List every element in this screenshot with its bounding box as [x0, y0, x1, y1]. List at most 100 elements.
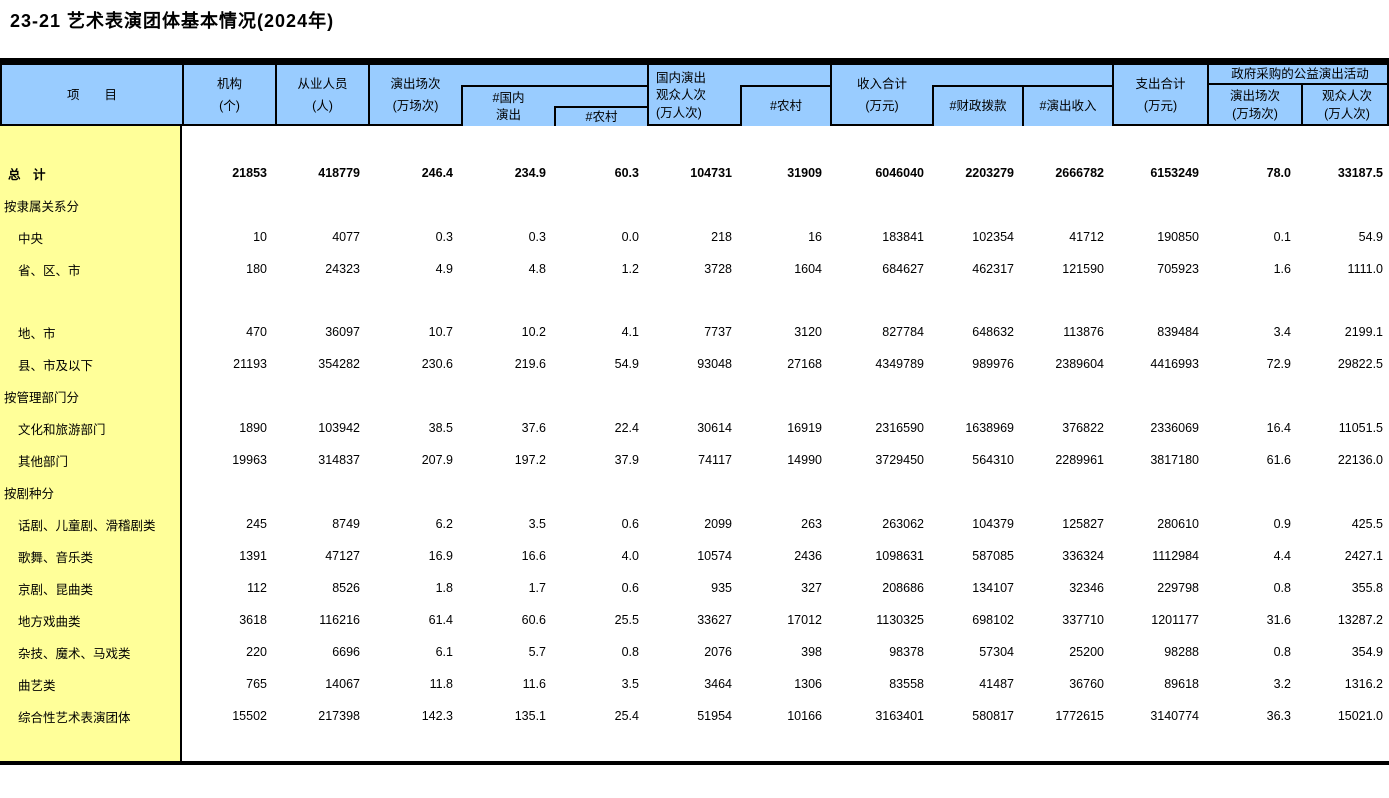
value-cell: 0.6	[621, 517, 639, 531]
value-cell: 89618	[1164, 677, 1199, 691]
value-cell: 3.4	[1273, 325, 1291, 339]
table-row: 京剧、昆曲类 112 8526 1.8 1.7 0.6 935 327 208686 134107…	[0, 572, 1389, 604]
col-header-employees: 从业人员 (人)	[275, 65, 368, 126]
value-cell: 246.4	[421, 166, 453, 180]
value-cell: 0.3	[435, 230, 453, 244]
value-cell: 25200	[1069, 645, 1104, 659]
value-cell: 16.4	[1266, 421, 1291, 435]
value-cell: 10574	[697, 549, 732, 563]
table-row: 综合性艺术表演团体 15502 217398 142.3 135.1 25.4 51954 1…	[0, 700, 1389, 732]
table-top-rule	[0, 58, 1389, 65]
value-cell: 0.8	[621, 645, 639, 659]
value-cell: 24323	[325, 262, 360, 276]
col-header-line: #农村	[585, 109, 618, 124]
value-cell: 263	[801, 517, 822, 531]
value-cell: 29822.5	[1337, 357, 1383, 371]
value-cell: 113876	[1063, 325, 1104, 339]
col-header-institutions: 机构 (个)	[182, 65, 275, 126]
value-cell: 1.6	[1273, 262, 1291, 276]
value-cell: 587085	[972, 549, 1014, 563]
col-header-line: (万场次)	[1232, 106, 1278, 121]
row-label: 按管理部门分	[4, 390, 80, 405]
page-title: 23-21 艺术表演团体基本情况(2024年)	[10, 11, 335, 31]
value-cell: 15021.0	[1337, 709, 1383, 723]
col-header-line: (人)	[312, 99, 333, 114]
value-cell: 60.3	[614, 166, 639, 180]
value-cell: 765	[246, 677, 267, 691]
table-row: 总 计 21853 418779 246.4 234.9 60.3 104731 31909 6…	[0, 157, 1389, 189]
row-label: 总 计	[8, 167, 46, 182]
col-header-line: 观众人次	[656, 88, 707, 103]
value-cell: 104379	[972, 517, 1014, 531]
value-cell: 1772615	[1055, 709, 1104, 723]
table-bottom-rule	[0, 761, 1389, 765]
col-header-line: (万元)	[1143, 99, 1178, 114]
col-header-total-expenditure: 支出合计 (万元)	[1112, 65, 1207, 126]
value-cell: 197.2	[514, 453, 546, 467]
col-header-line: 演出场次	[390, 76, 441, 91]
value-cell: 2099	[704, 517, 732, 531]
col-header-line: (万人次)	[1324, 106, 1370, 121]
value-cell: 6.2	[435, 517, 453, 531]
value-cell: 7737	[704, 325, 732, 339]
row-label: 话剧、儿童剧、滑稽剧类	[18, 518, 156, 533]
col-header-line: (万元)	[865, 99, 899, 114]
value-cell: 103942	[318, 421, 360, 435]
value-cell: 1130325	[876, 613, 924, 627]
col-header-rural-performances: #农村	[554, 106, 647, 126]
value-cell: 4.0	[621, 549, 639, 563]
value-cell: 54.9	[614, 357, 639, 371]
row-label: 地、市	[18, 326, 56, 341]
value-cell: 4.8	[528, 262, 546, 276]
value-cell: 4416993	[1150, 357, 1199, 371]
value-cell: 61.6	[1266, 453, 1291, 467]
row-label: 其他部门	[18, 454, 69, 469]
value-cell: 16.6	[521, 549, 546, 563]
value-cell: 230.6	[421, 357, 453, 371]
spacer-row	[0, 126, 1389, 157]
value-cell: 37.6	[521, 421, 546, 435]
value-cell: 219.6	[514, 357, 546, 371]
value-cell: 580817	[972, 709, 1014, 723]
value-cell: 116216	[319, 613, 360, 627]
row-label: 文化和旅游部门	[18, 422, 106, 437]
value-cell: 190850	[1157, 230, 1199, 244]
value-cell: 425.5	[1351, 517, 1383, 531]
value-cell: 207.9	[421, 453, 453, 467]
value-cell: 314837	[318, 453, 360, 467]
value-cell: 112	[247, 581, 267, 595]
value-cell: 36097	[325, 325, 360, 339]
value-cell: 2666782	[1055, 166, 1104, 180]
row-label: 地方戏曲类	[18, 614, 81, 629]
value-cell: 54.9	[1358, 230, 1383, 244]
value-cell: 83558	[889, 677, 924, 691]
col-header-line: (万人次)	[656, 105, 702, 120]
table-row: 文化和旅游部门 1890 103942 38.5 37.6 22.4 30614 16919 2…	[0, 412, 1389, 444]
value-cell: 57304	[979, 645, 1014, 659]
value-cell: 3140774	[1150, 709, 1199, 723]
col-header-performance-income: #演出收入	[1022, 85, 1112, 126]
value-cell: 3728	[704, 262, 732, 276]
col-header-item: 项 目	[2, 65, 182, 126]
value-cell: 0.1	[1273, 230, 1291, 244]
value-cell: 1316.2	[1344, 677, 1383, 691]
value-cell: 36.3	[1266, 709, 1291, 723]
value-cell: 6046040	[875, 166, 924, 180]
value-cell: 10	[253, 230, 267, 244]
value-cell: 1201177	[1151, 613, 1199, 627]
value-cell: 1112984	[1152, 549, 1199, 563]
value-cell: 142.3	[421, 709, 453, 723]
table-row: 中央 10 4077 0.3 0.3 0.0 218 16 183841 102354 41712 1…	[0, 221, 1389, 253]
value-cell: 10166	[787, 709, 822, 723]
value-cell: 3464	[704, 677, 732, 691]
value-cell: 2199.1	[1344, 325, 1383, 339]
table-row: 按管理部门分	[0, 380, 1389, 412]
value-cell: 3729450	[875, 453, 924, 467]
value-cell: 3163401	[875, 709, 924, 723]
col-header-line: 支出合计	[1135, 76, 1186, 91]
value-cell: 8749	[332, 517, 360, 531]
value-cell: 935	[711, 581, 732, 595]
value-cell: 38.5	[428, 421, 453, 435]
value-cell: 3.2	[1273, 677, 1291, 691]
row-label: 按隶属关系分	[4, 199, 80, 214]
